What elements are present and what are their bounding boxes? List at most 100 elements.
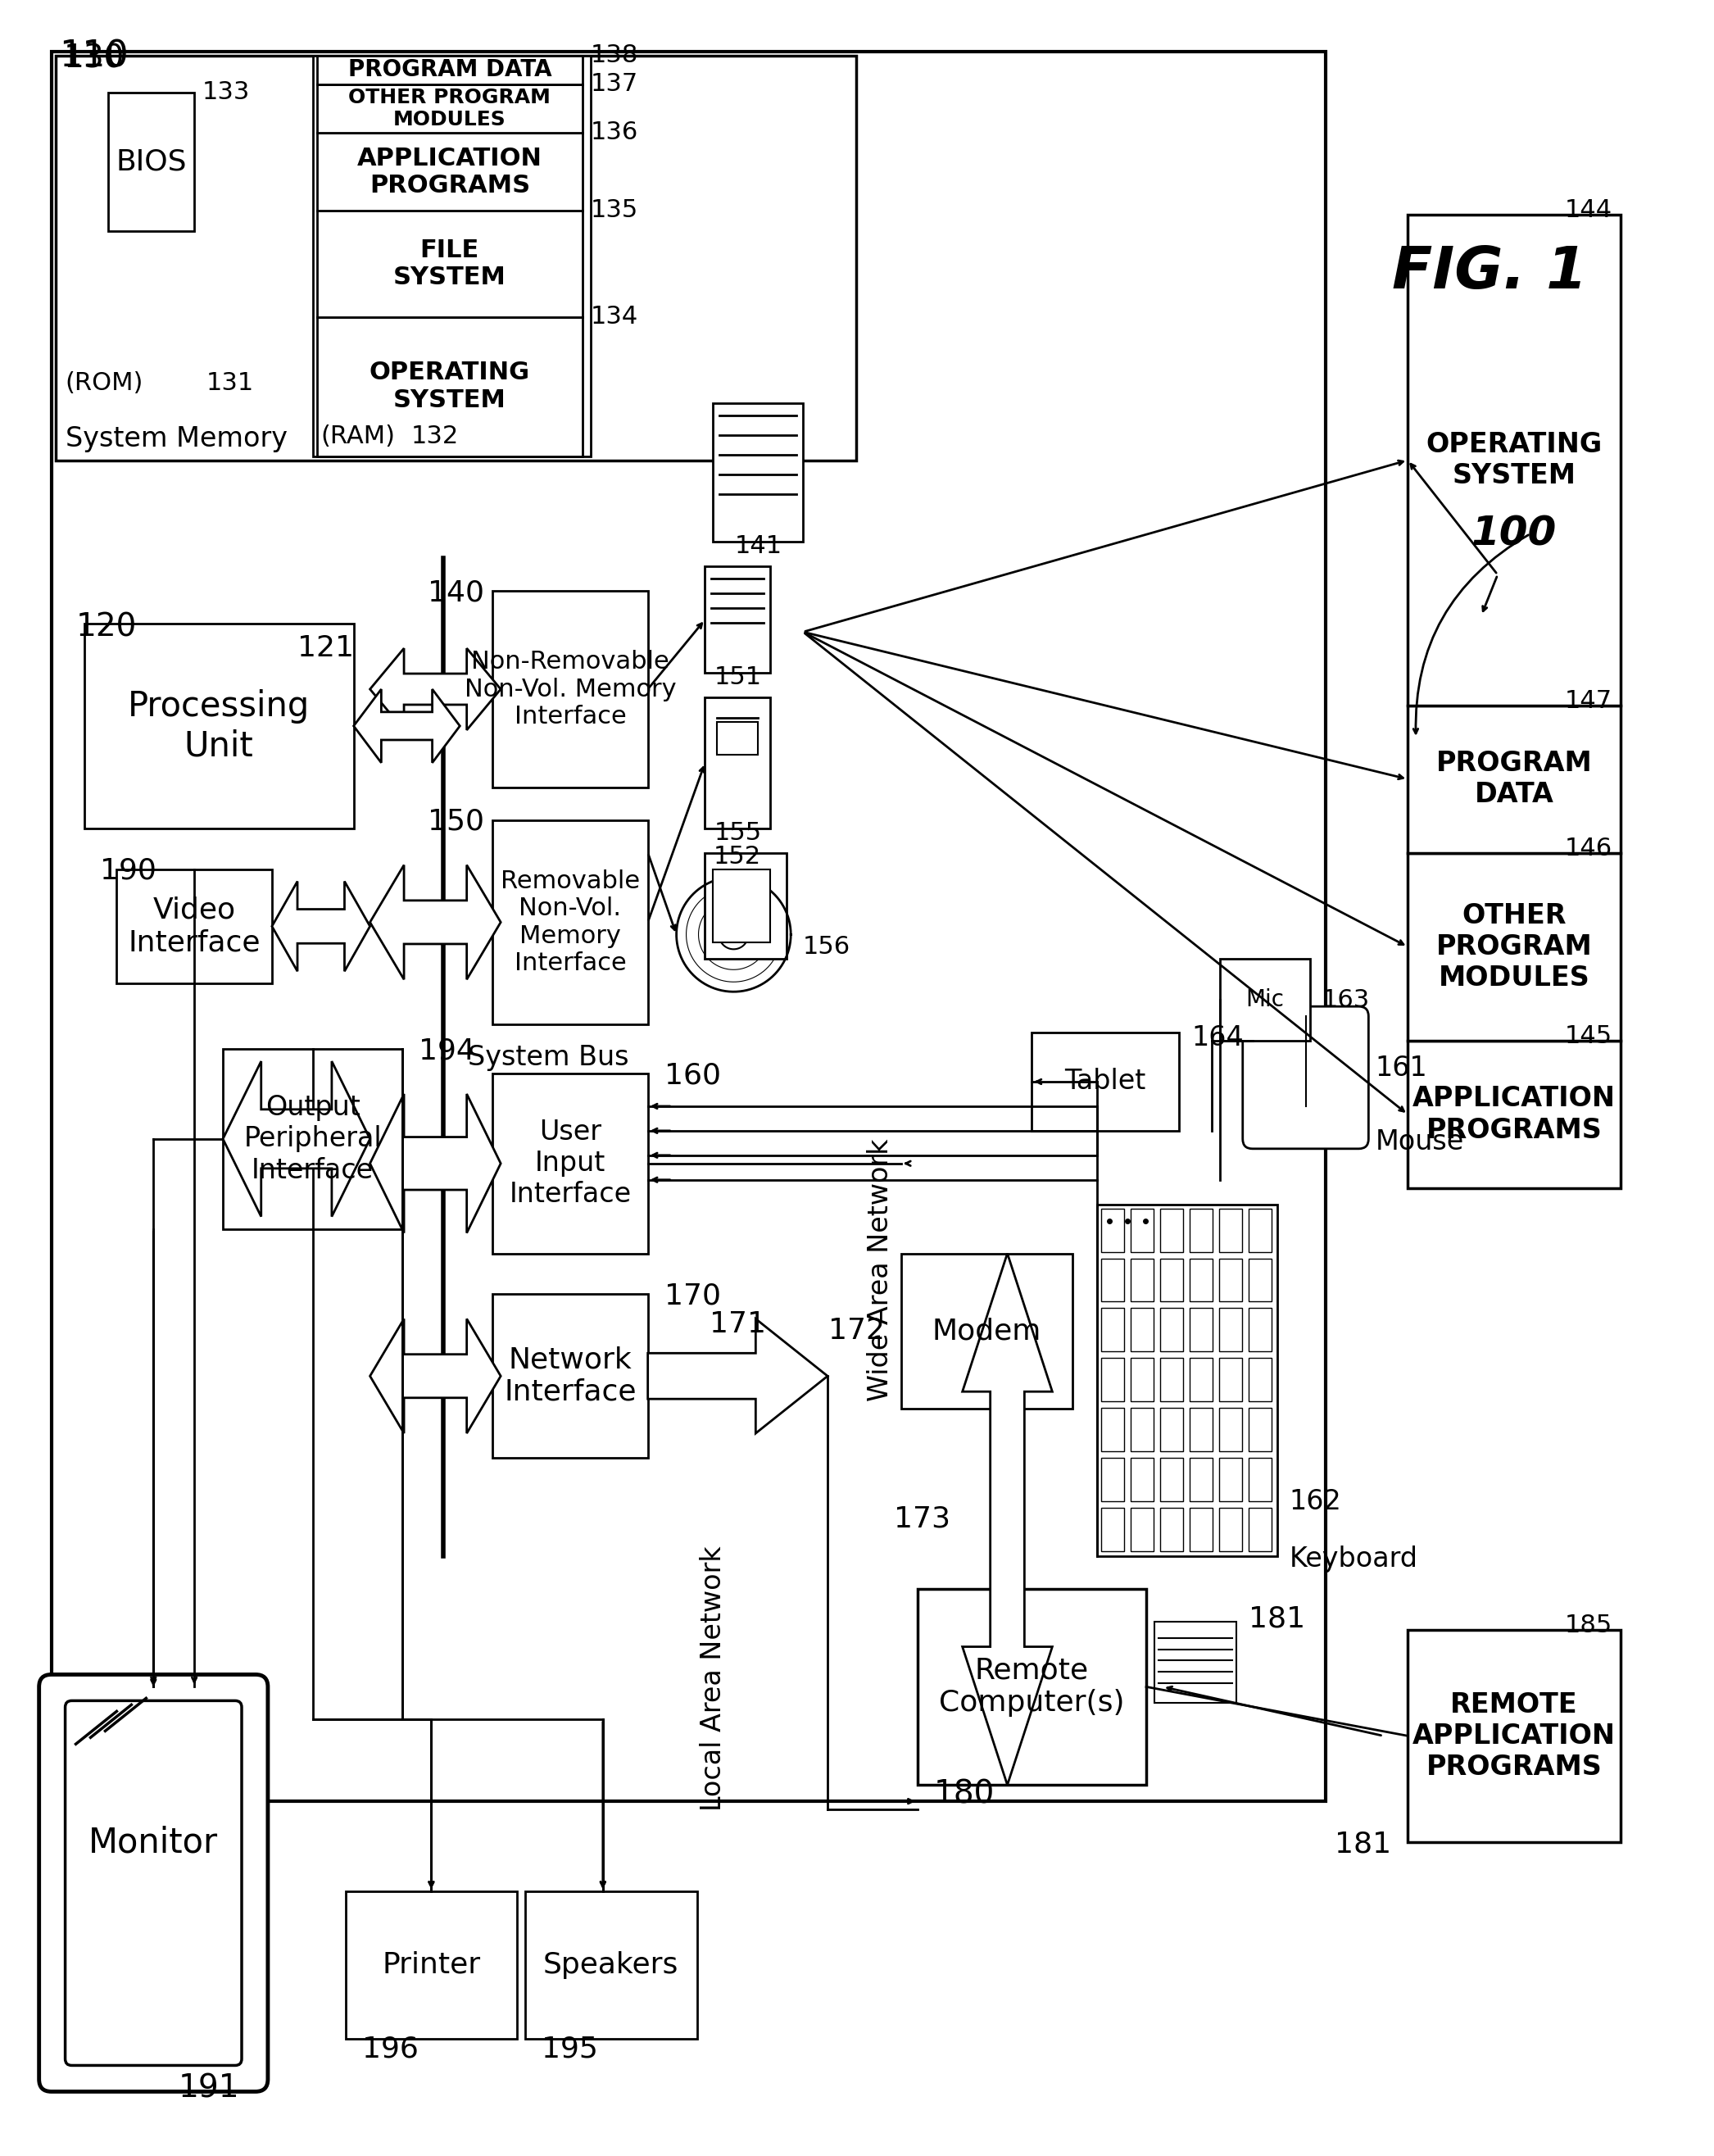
Text: 151: 151: [715, 666, 761, 690]
Bar: [1160, 1259, 1183, 1302]
Bar: [312, 56, 591, 457]
Text: 164: 164: [1191, 1024, 1243, 1052]
Text: Speakers: Speakers: [543, 1951, 679, 1979]
Bar: [1131, 1358, 1154, 1401]
Polygon shape: [370, 649, 500, 731]
Bar: [713, 403, 804, 541]
Bar: [1219, 1457, 1243, 1501]
Bar: [317, 84, 583, 134]
Text: 120: 120: [75, 612, 137, 642]
FancyBboxPatch shape: [65, 1701, 242, 2065]
Bar: [1102, 1507, 1124, 1550]
Bar: [1131, 1408, 1154, 1451]
Bar: [1190, 1309, 1212, 1352]
Text: Network
Interface: Network Interface: [504, 1345, 636, 1406]
Text: Remote
Computer(s): Remote Computer(s): [939, 1656, 1124, 1716]
Bar: [1219, 1358, 1243, 1401]
Text: User
Input
Interface: User Input Interface: [509, 1119, 631, 1207]
Text: REMOTE
APPLICATION
PROGRAMS: REMOTE APPLICATION PROGRAMS: [1412, 1690, 1616, 1781]
Text: APPLICATION
PROGRAMS: APPLICATION PROGRAMS: [357, 147, 542, 198]
Text: 131: 131: [207, 371, 254, 395]
Bar: [1220, 959, 1309, 1041]
Text: 161: 161: [1375, 1054, 1428, 1082]
Text: FILE
SYSTEM: FILE SYSTEM: [393, 239, 506, 289]
Text: Output
Peripheral
Interface: Output Peripheral Interface: [243, 1093, 382, 1184]
Text: 196: 196: [362, 2035, 418, 2063]
Text: Removable
Non-Vol.
Memory
Interface: Removable Non-Vol. Memory Interface: [500, 869, 639, 975]
Bar: [1248, 1408, 1272, 1451]
Bar: [1248, 1358, 1272, 1401]
Text: 136: 136: [591, 121, 638, 144]
Bar: [1032, 1033, 1179, 1130]
Bar: [716, 722, 758, 755]
Bar: [1102, 1457, 1124, 1501]
Bar: [1102, 1358, 1124, 1401]
Text: System Memory: System Memory: [65, 425, 288, 453]
Text: Local Area Network: Local Area Network: [699, 1546, 727, 1811]
Bar: [917, 1589, 1147, 1785]
Bar: [524, 1891, 698, 2037]
Bar: [704, 696, 770, 828]
Bar: [1190, 1358, 1212, 1401]
Text: 137: 137: [591, 71, 638, 95]
Text: System Bus: System Bus: [468, 1044, 629, 1072]
Bar: [1219, 1408, 1243, 1451]
Text: 160: 160: [663, 1061, 720, 1089]
Bar: [1407, 1041, 1620, 1188]
Polygon shape: [353, 690, 459, 763]
Text: Monitor: Monitor: [89, 1824, 218, 1858]
Text: Processing
Unit: Processing Unit: [129, 690, 310, 763]
Text: 152: 152: [713, 845, 761, 869]
Bar: [704, 567, 770, 673]
Bar: [1190, 1207, 1212, 1253]
Text: Wide Area Network: Wide Area Network: [867, 1138, 895, 1401]
Bar: [55, 56, 857, 459]
Text: 140: 140: [428, 578, 485, 606]
Bar: [346, 1891, 518, 2037]
Text: FIG. 1: FIG. 1: [1392, 244, 1587, 300]
Text: Mouse: Mouse: [1375, 1128, 1464, 1156]
Text: 147: 147: [1565, 690, 1613, 714]
FancyBboxPatch shape: [1243, 1007, 1368, 1149]
Text: 130: 130: [63, 43, 125, 73]
Bar: [1102, 1207, 1124, 1253]
Text: 121: 121: [297, 634, 353, 662]
Bar: [713, 869, 770, 942]
Bar: [317, 134, 583, 211]
Text: 181: 181: [1248, 1604, 1304, 1632]
Bar: [1219, 1309, 1243, 1352]
Bar: [117, 869, 273, 983]
Polygon shape: [370, 1319, 500, 1434]
Text: 135: 135: [591, 198, 638, 222]
Polygon shape: [223, 1061, 370, 1216]
Text: Tablet: Tablet: [1064, 1067, 1147, 1095]
Bar: [1160, 1408, 1183, 1451]
Bar: [108, 93, 194, 231]
Text: 133: 133: [202, 80, 250, 103]
Bar: [1160, 1309, 1183, 1352]
Text: 173: 173: [893, 1505, 950, 1533]
Text: 191: 191: [178, 2072, 240, 2104]
Text: 163: 163: [1321, 987, 1369, 1011]
Text: 150: 150: [428, 808, 485, 837]
Bar: [1407, 705, 1620, 854]
Text: Printer: Printer: [382, 1951, 480, 1979]
Bar: [1131, 1507, 1154, 1550]
Bar: [1155, 1621, 1236, 1703]
Text: 134: 134: [591, 304, 638, 328]
Bar: [492, 1074, 648, 1253]
Bar: [1131, 1259, 1154, 1302]
Bar: [1190, 1457, 1212, 1501]
Text: OPERATING
SYSTEM: OPERATING SYSTEM: [369, 360, 530, 412]
Bar: [1248, 1507, 1272, 1550]
Text: BIOS: BIOS: [117, 149, 187, 175]
Bar: [1160, 1507, 1183, 1550]
Text: Mic: Mic: [1246, 987, 1284, 1011]
Bar: [492, 591, 648, 787]
Bar: [704, 854, 787, 959]
Text: OTHER PROGRAM
MODULES: OTHER PROGRAM MODULES: [348, 88, 550, 129]
Text: 156: 156: [804, 936, 850, 959]
Bar: [492, 819, 648, 1024]
Polygon shape: [962, 1253, 1052, 1785]
Bar: [317, 56, 583, 84]
